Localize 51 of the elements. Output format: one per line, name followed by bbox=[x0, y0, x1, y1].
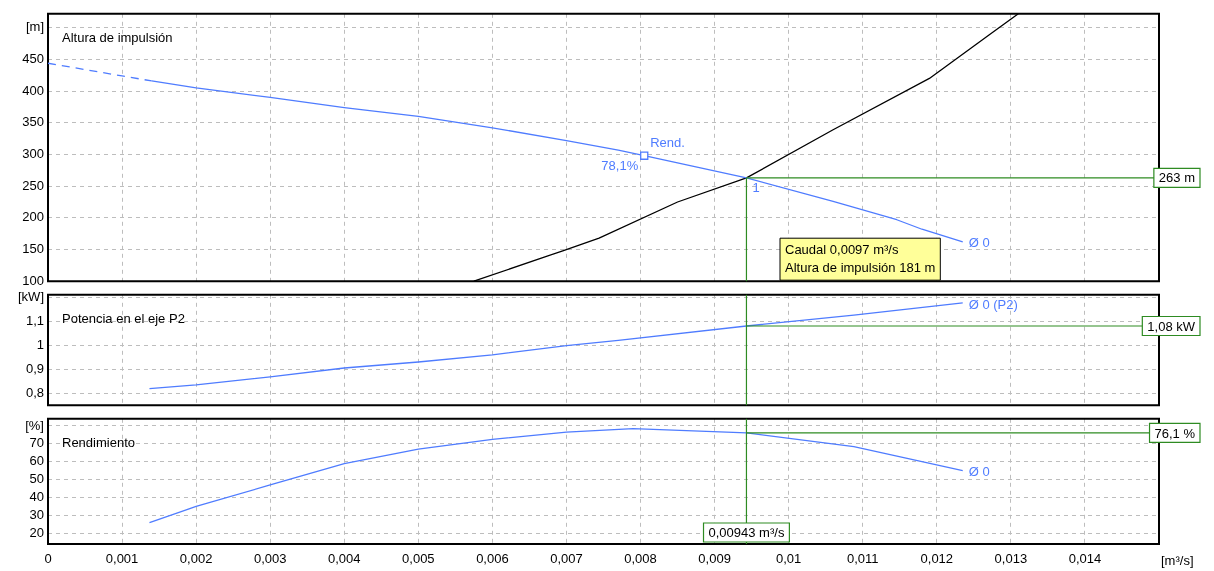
y-tick-label: 450 bbox=[22, 51, 44, 66]
text: Altura de impulsión bbox=[62, 30, 173, 46]
annotation: Ø 0 bbox=[968, 464, 990, 480]
x-axis-title: [m³/s] bbox=[1161, 552, 1194, 568]
x-tick-label: 0,011 bbox=[846, 551, 879, 567]
y-tick-label: [%] bbox=[25, 417, 44, 433]
text: Rendimiento bbox=[62, 435, 135, 451]
x-tick-label: 0,009 bbox=[698, 551, 731, 567]
y-tick-label: 250 bbox=[22, 177, 44, 193]
x-tick-label: 0,014 bbox=[1068, 551, 1102, 567]
x-tick-label: 0,005 bbox=[402, 551, 435, 567]
ref-line-label: 263 m bbox=[1158, 170, 1195, 186]
y-tick-label: 200 bbox=[22, 209, 44, 225]
y-tick-label: 20 bbox=[29, 524, 44, 540]
y-tick-label: 40 bbox=[29, 489, 44, 505]
x-tick-label: 0,01 bbox=[776, 551, 802, 567]
y-tick-label: 300 bbox=[22, 146, 44, 162]
annotation: Ø 0 (P2) bbox=[968, 296, 1018, 312]
y-tick-label: 150 bbox=[22, 241, 44, 257]
y-tick-label: 0,8 bbox=[25, 384, 44, 400]
y-tick-label: 70 bbox=[29, 435, 44, 451]
text: Potencia en el eje P2 bbox=[62, 311, 185, 327]
x-tick-label: 0,008 bbox=[624, 551, 657, 567]
y-tick-label: 400 bbox=[22, 82, 44, 98]
ref-line-label: 0,00943 m³/s bbox=[708, 525, 785, 541]
annotation: 1 bbox=[752, 180, 760, 196]
y-tick-label: [kW] bbox=[18, 288, 44, 304]
x-tick-label: 0,013 bbox=[994, 551, 1028, 567]
y-tick-label: 0,9 bbox=[25, 360, 44, 376]
y-tick-label: 50 bbox=[29, 471, 44, 487]
x-tick-label: 0,007 bbox=[550, 551, 583, 567]
y-tick-label: 30 bbox=[29, 506, 44, 522]
y-tick-label: [m] bbox=[25, 19, 44, 35]
annotation: Rend. bbox=[650, 135, 685, 151]
ref-line-label: 76,1 % bbox=[1154, 425, 1196, 441]
y-tick-label: 60 bbox=[29, 453, 44, 469]
x-tick-label: 0,004 bbox=[327, 551, 361, 567]
annotation: 78,1% bbox=[601, 158, 639, 174]
annotation: Ø 0 bbox=[968, 235, 990, 251]
x-tick-label: 0,001 bbox=[105, 551, 139, 567]
y-tick-label: 100 bbox=[22, 272, 44, 288]
x-tick-label: 0,006 bbox=[476, 551, 509, 567]
x-tick-label: 0,002 bbox=[179, 551, 213, 567]
y-tick-label: 1,1 bbox=[25, 312, 44, 328]
annotation: Caudal 0,0097 m³/s Altura de impulsión 181 m bbox=[785, 241, 936, 275]
x-tick-label: 0,012 bbox=[920, 551, 954, 567]
ref-line-label: 1,08 kW bbox=[1147, 318, 1196, 334]
x-tick-label: 0,003 bbox=[253, 551, 287, 567]
y-tick-label: 1 bbox=[36, 336, 44, 352]
x-tick-label: 0 bbox=[44, 551, 52, 567]
y-tick-label: 350 bbox=[22, 114, 44, 130]
